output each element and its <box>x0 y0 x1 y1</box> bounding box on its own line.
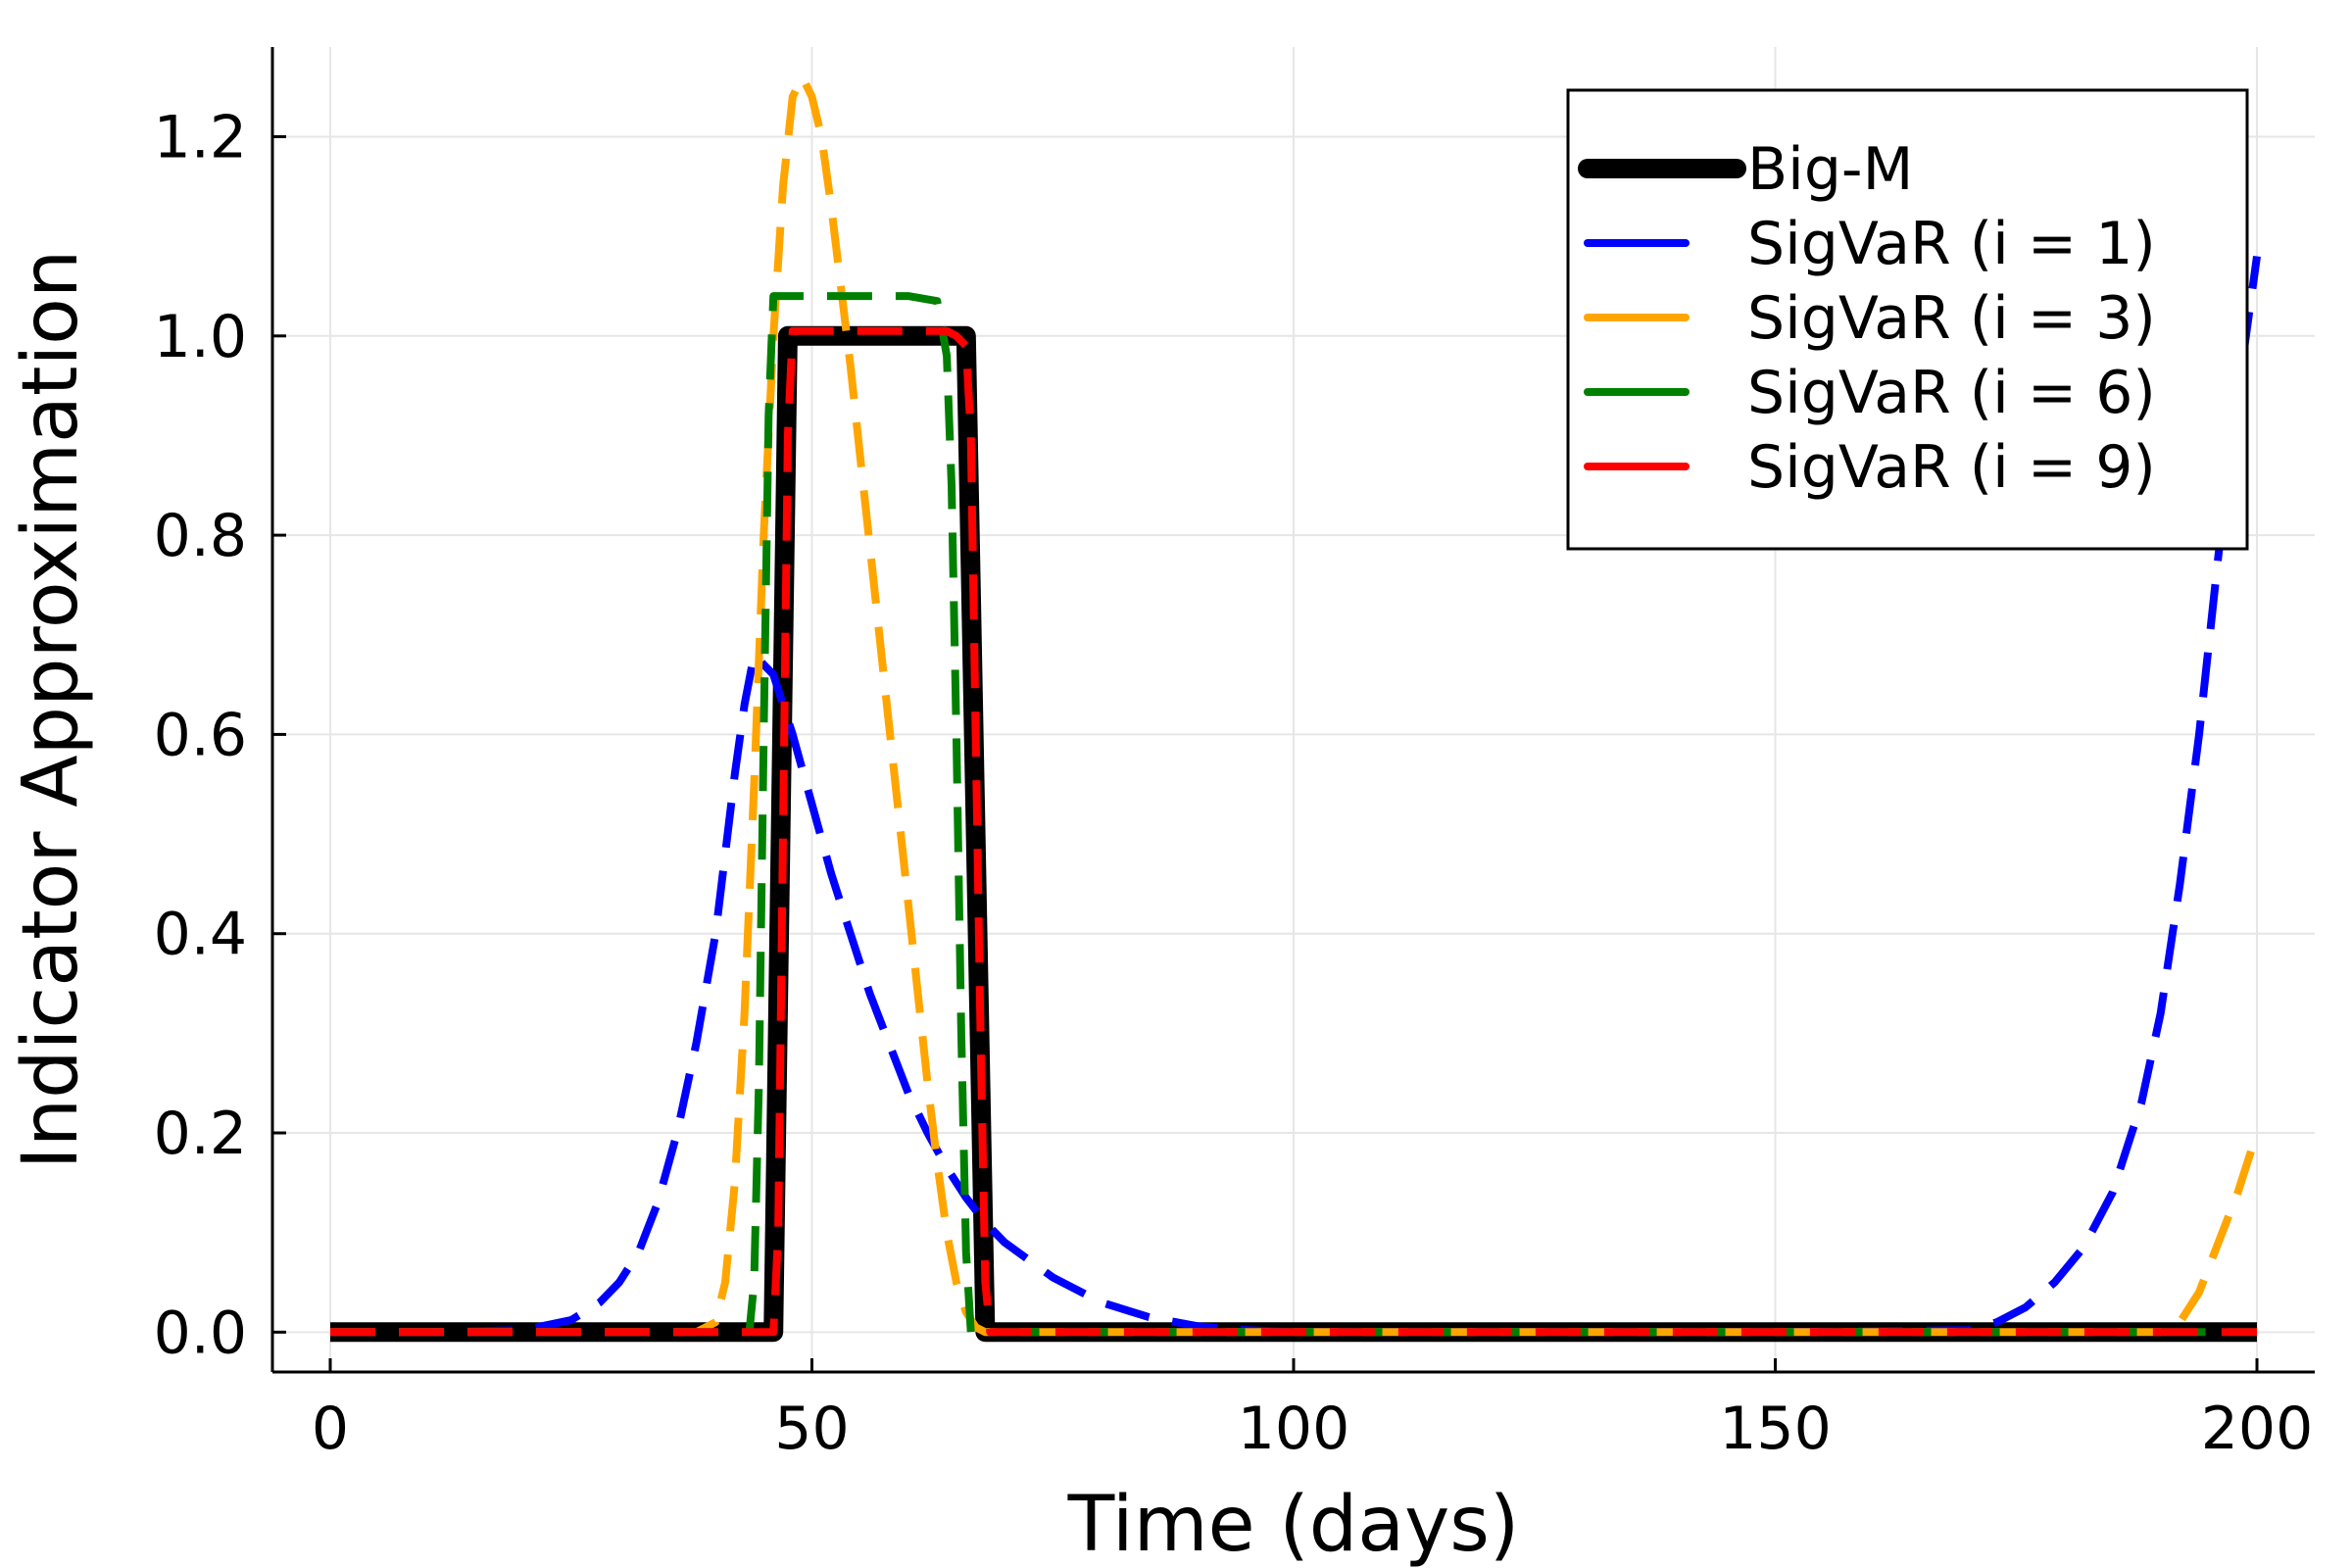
x-axis-title: Time (days) <box>1067 1481 1520 1568</box>
series-line-3 <box>330 292 2257 1337</box>
x-tick-label-1: 50 <box>774 1395 849 1463</box>
y-tick-label-5: 1.0 <box>154 303 247 371</box>
legend-label-2: SigVaR (i = 3) <box>1747 284 2156 353</box>
y-tick-label-2: 0.4 <box>154 901 247 969</box>
series-line-2 <box>330 73 2261 1337</box>
legend-label-0: Big-M <box>1747 135 1913 204</box>
y-tick-label-1: 0.2 <box>154 1100 247 1168</box>
axes <box>270 47 2315 1374</box>
series-line-4 <box>330 326 2257 1337</box>
y-tick-label-3: 0.6 <box>154 701 247 769</box>
plot-series <box>330 73 2261 1343</box>
y-axis-title: Indicator Approximation <box>7 250 95 1170</box>
x-tick-label-3: 150 <box>1719 1395 1832 1463</box>
x-tick-label-2: 100 <box>1238 1395 1350 1463</box>
x-tick-label-0: 0 <box>312 1395 349 1463</box>
x-tick-label-4: 200 <box>2201 1395 2314 1463</box>
legend-label-1: SigVaR (i = 1) <box>1747 210 2156 278</box>
y-tick-label-4: 0.8 <box>154 502 247 570</box>
legend-label-3: SigVaR (i = 6) <box>1747 359 2156 427</box>
y-tick-label-0: 0.0 <box>154 1298 247 1367</box>
y-tick-label-6: 1.2 <box>154 103 247 172</box>
legend-label-4: SigVaR (i = 9) <box>1747 433 2156 502</box>
tick-labels: 0 50 100 150 200 0.0 0.2 0.4 0.6 0.8 1.0 1.2 <box>154 103 2314 1463</box>
